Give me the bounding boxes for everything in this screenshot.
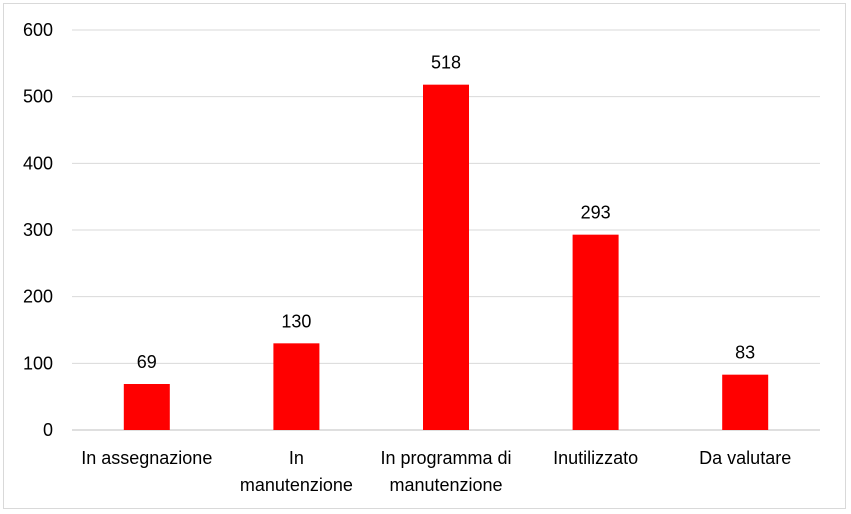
y-tick-label: 100 [23,353,53,373]
bar [722,374,769,430]
bar [423,84,469,431]
x-category-label: In [289,448,304,468]
x-category-label: Inutilizzato [553,448,638,468]
data-label: 69 [137,352,157,372]
y-tick-label: 200 [23,287,53,307]
data-label: 83 [735,343,755,363]
y-tick-label: 0 [43,420,53,440]
data-labels: 69 130 518 293 83 [137,53,755,372]
y-tick-label: 400 [23,153,53,173]
data-label: 293 [581,203,611,223]
bars [123,84,769,431]
bar [572,234,619,430]
x-category-label: manutenzione [240,475,353,495]
y-tick-label: 600 [23,20,53,40]
x-category-label: In assegnazione [81,448,212,468]
x-category-label: Da valutare [699,448,791,468]
bar [273,343,320,430]
y-tick-label: 300 [23,220,53,240]
x-category-label: In programma di [380,448,511,468]
data-label: 130 [281,311,311,331]
x-axis-category-labels: In assegnazione In manutenzione In programm… [81,448,791,495]
data-label: 518 [431,53,461,73]
y-tick-label: 500 [23,87,53,107]
x-category-label: manutenzione [389,475,502,495]
y-axis-tick-labels: 0 100 200 300 400 500 600 [23,20,53,440]
bar [123,384,170,430]
